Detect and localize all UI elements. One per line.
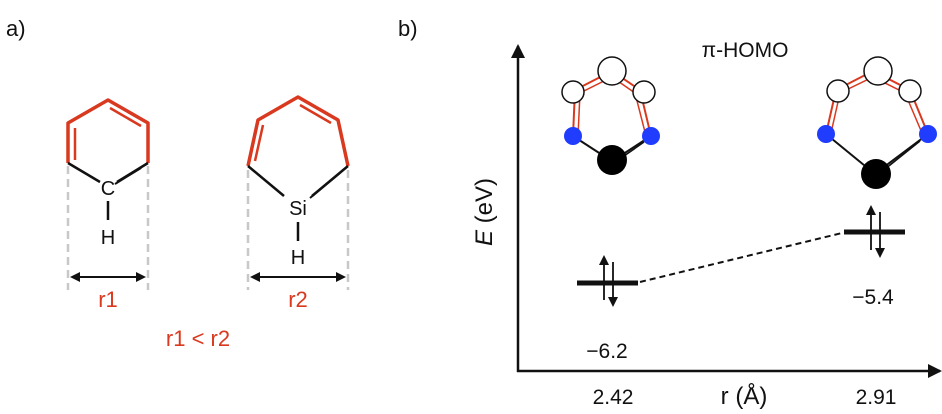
orbital-bond-left [825,133,871,171]
bond-c-left [67,161,101,184]
orbital-bond-right [879,133,929,171]
panel-a-label: a) [6,16,26,41]
orbital-lobe-white [561,80,585,104]
orbital-lobe-blue [642,127,660,145]
orbital-lobe-black [597,145,627,175]
orbital-lobe-white [898,79,922,103]
atom-h-left: H [101,227,115,249]
energy-value: −5.4 [852,286,894,309]
orbital-title: π-HOMO [702,39,789,62]
double-bond-inner-top [109,106,142,128]
atom-si: Si [289,198,307,220]
panel-b-label: b) [398,16,418,41]
energy-level-2.91: −5.4 [844,205,905,309]
orbital-left [561,56,660,175]
comparison-label: r1 < r2 [166,326,230,351]
orbital-lobe-black [861,159,891,189]
label-r1: r1 [98,287,118,312]
y-axis-label: E (eV) [471,178,498,246]
bond-si-right-double [309,172,341,199]
orbital-lobe-blue [564,127,582,145]
orbital-lobe-white [826,79,850,103]
double-bond-inner-top [299,103,332,125]
x-axis-label: r (Å) [721,382,768,410]
molecule-silabenzene: Si H r2 [246,95,350,312]
orbital-lobe-blue [817,125,835,143]
ring-bonds [66,98,150,163]
atom-c: C [101,178,115,200]
y-axis-label-var: E [471,229,498,246]
molecule-benzyl: C H r1 [66,98,150,312]
orbital-lobe-blue [919,125,937,143]
orbital-lobe-white [632,80,656,104]
orbital-lobe-white [863,56,893,86]
x-tick-2.42: 2.42 [593,386,634,409]
bond-c-right-double [114,167,142,185]
bond-si-left [247,165,285,197]
y-axis-label-unit: (eV) [471,178,498,230]
double-bond-inner-left [253,124,265,162]
label-r2: r2 [288,287,308,312]
orbital-lobe-white [597,56,627,86]
correlation-line [639,232,843,283]
atom-h-right: H [291,247,305,269]
x-tick-2.91: 2.91 [856,386,897,409]
energy-level-2.42: −6.2 [577,255,638,363]
energy-value: −6.2 [586,340,627,363]
orbital-right [817,56,937,189]
ring-bonds [246,95,350,167]
